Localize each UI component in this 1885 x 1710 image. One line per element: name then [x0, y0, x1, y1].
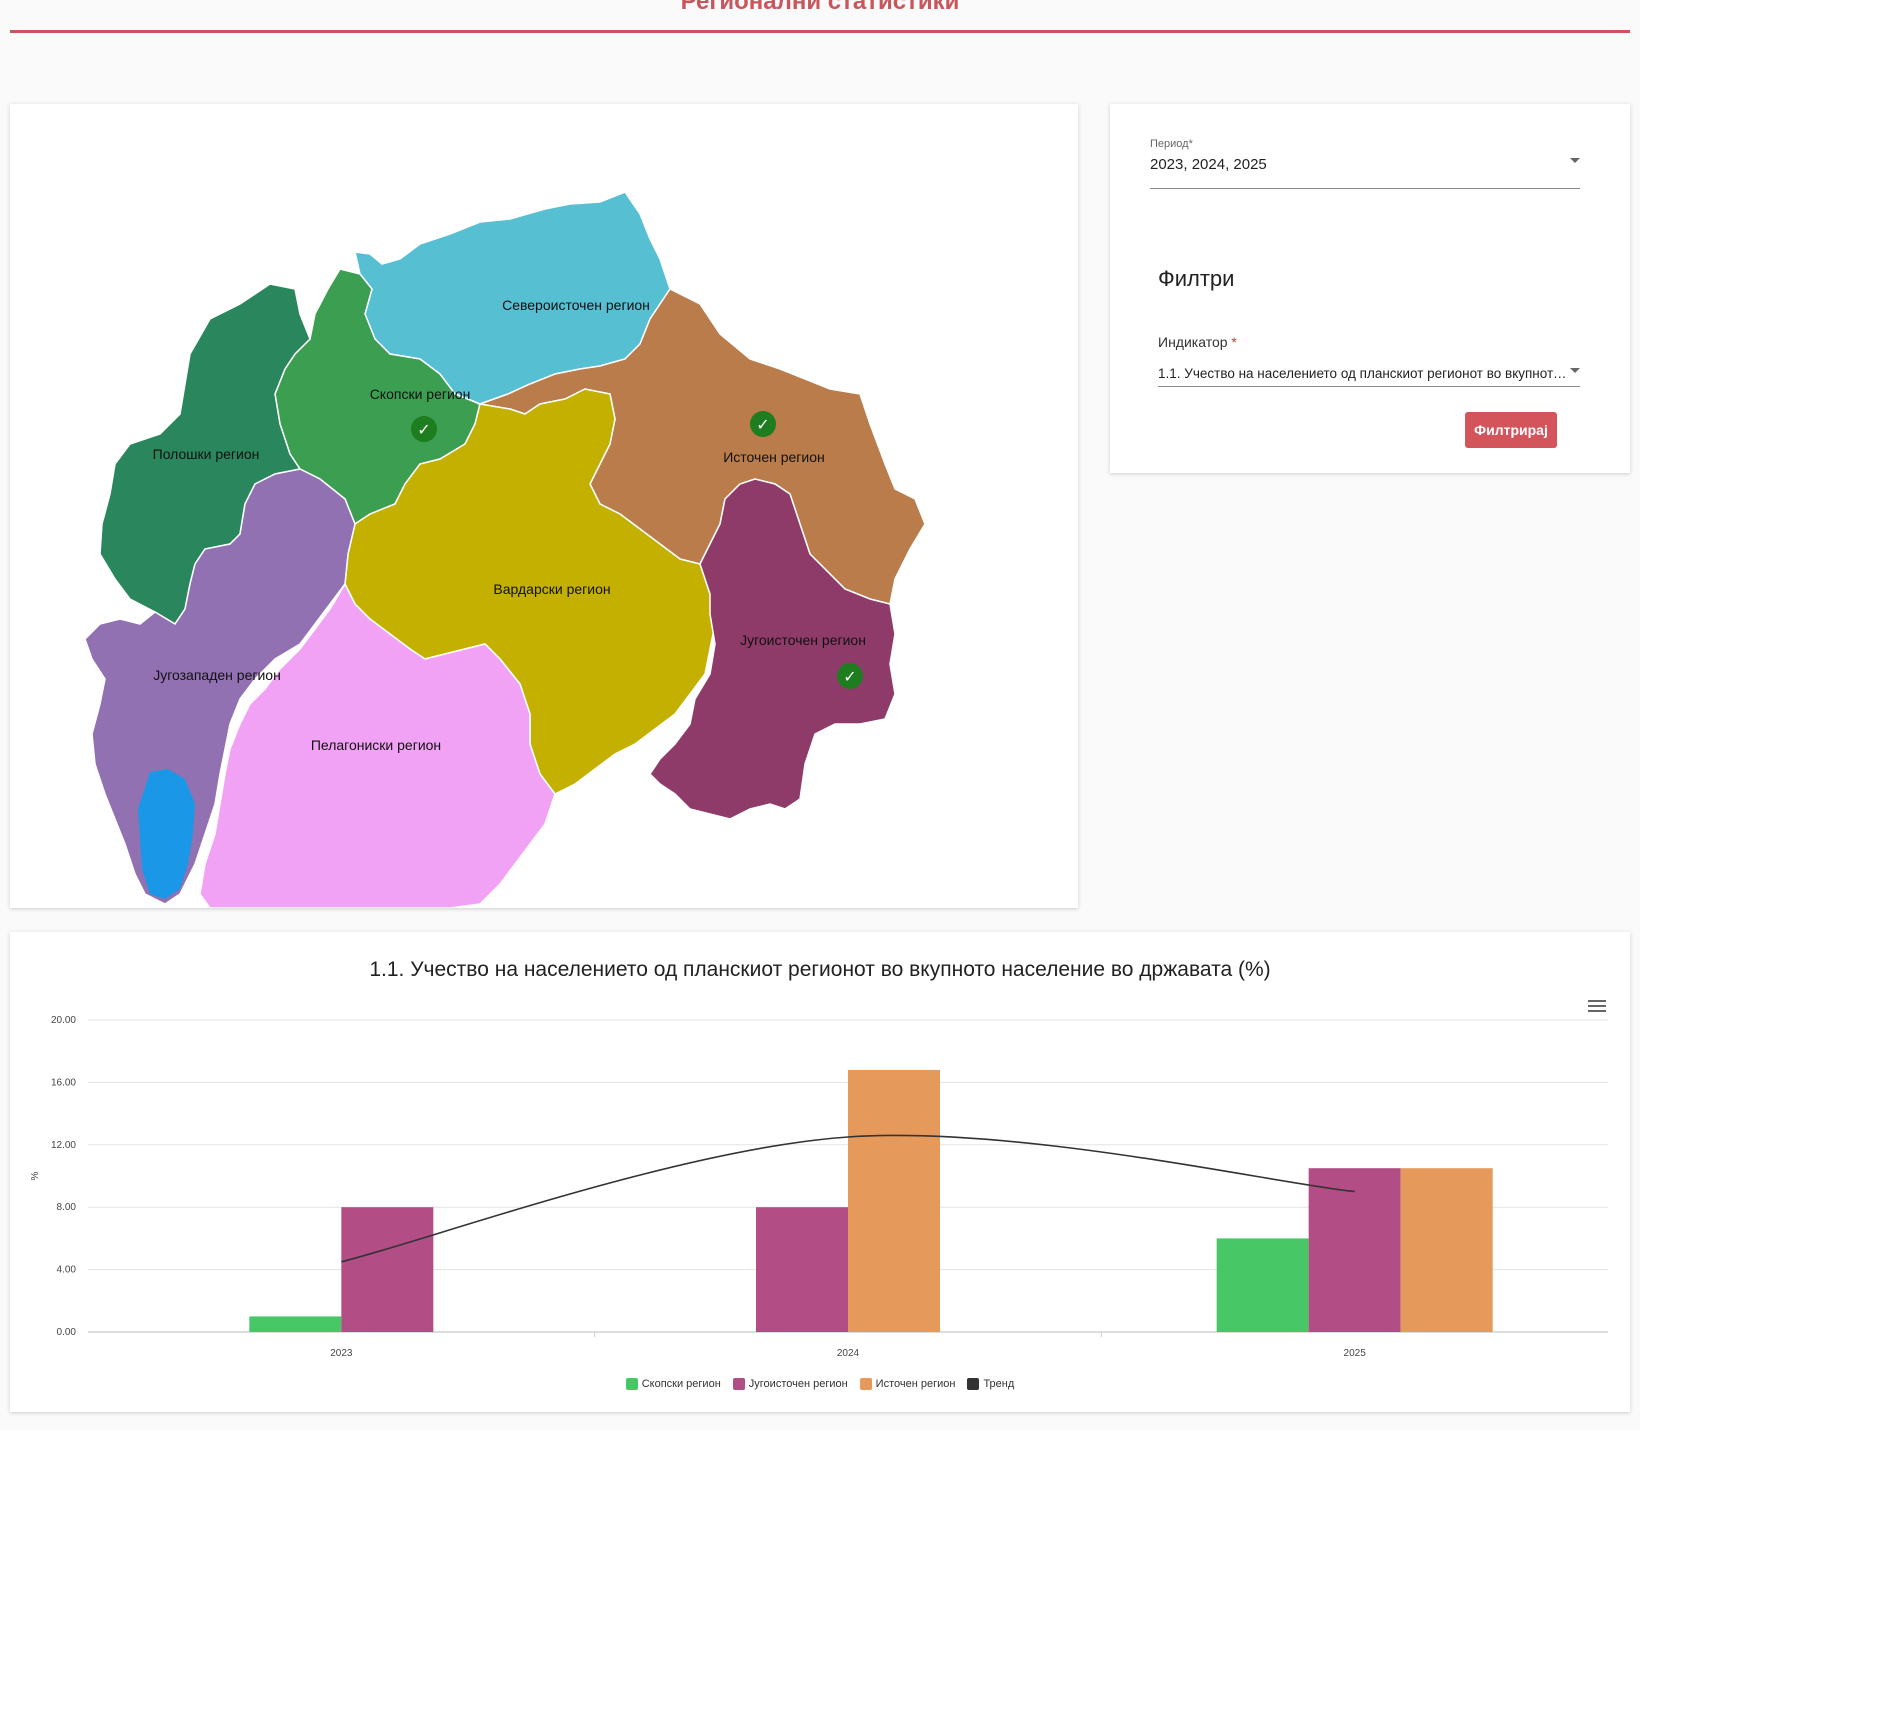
- legend-swatch: [967, 1378, 980, 1390]
- filter-card: Период* 2023, 2024, 2025 Филтри Индикато…: [1110, 104, 1630, 473]
- region-jugoistocen[interactable]: [649, 478, 896, 820]
- region-label-poloski: Полошки регион: [153, 446, 260, 462]
- period-label: Период*: [1150, 138, 1193, 150]
- y-tick-label: 4.00: [57, 1265, 77, 1276]
- y-tick-label: 16.00: [51, 1077, 76, 1088]
- trend-line: [341, 1134, 1355, 1263]
- lake-ohrid: [138, 769, 195, 899]
- y-tick-label: 12.00: [51, 1140, 76, 1151]
- region-map[interactable]: Североисточен регион Скопски регион Поло…: [10, 104, 1078, 908]
- chart-legend: Скопски регион Југоисточен регион Источен …: [10, 1378, 1630, 1390]
- y-tick-label: 0.00: [57, 1327, 77, 1338]
- x-tick-label: 2025: [1344, 1348, 1367, 1359]
- filter-button[interactable]: Филтрирај: [1465, 412, 1557, 448]
- region-label-istocen: Источен регион: [723, 449, 825, 465]
- region-label-skopski: Скопски регион: [370, 386, 471, 402]
- chevron-down-icon[interactable]: [1570, 368, 1580, 373]
- x-tick-label: 2024: [837, 1348, 860, 1359]
- page-title: Регионални статистики: [680, 0, 960, 15]
- page-header: Регионални статистики: [10, 0, 1630, 33]
- bar-2023-0: [249, 1316, 342, 1332]
- x-tick-label: 2023: [330, 1348, 353, 1359]
- y-tick-label: 8.00: [57, 1202, 77, 1213]
- map-card: Североисточен регион Скопски регион Поло…: [10, 104, 1078, 908]
- region-pelagoniski[interactable]: [199, 582, 556, 908]
- legend-label: Источен регион: [875, 1378, 956, 1390]
- chart-title: 1.1. Учество на населението од планскиот…: [369, 958, 1271, 981]
- check-icon-skopski: ✓: [411, 416, 437, 442]
- bar-2024-2: [848, 1069, 940, 1332]
- legend-swatch: [625, 1378, 638, 1390]
- legend-swatch: [859, 1378, 872, 1390]
- bar-2025-1: [1308, 1168, 1401, 1332]
- region-label-vardarski: Вардарски регион: [493, 581, 610, 597]
- svg-text:✓: ✓: [843, 667, 856, 686]
- chevron-down-icon[interactable]: [1570, 158, 1580, 163]
- indicator-select[interactable]: Индикатор * 1.1. Учество на населението …: [1158, 334, 1580, 387]
- legend-item[interactable]: Скопски регион: [625, 1378, 721, 1390]
- bar-2024-1: [756, 1207, 848, 1332]
- legend-item[interactable]: Тренд: [967, 1378, 1014, 1390]
- y-tick-label: 20.00: [51, 1015, 76, 1026]
- filters-heading: Филтри: [1158, 266, 1235, 291]
- indicator-label: Индикатор *: [1158, 334, 1237, 350]
- region-label-jugozapaden: Југозападен регион: [153, 667, 281, 683]
- chart-card: 1.1. Учество на населението од планскиот…: [10, 932, 1630, 1412]
- legend-swatch: [732, 1378, 745, 1390]
- region-label-pelagoniski: Пелагониски регион: [311, 737, 441, 753]
- legend-label: Тренд: [983, 1378, 1015, 1390]
- legend-label: Скопски регион: [641, 1378, 721, 1390]
- bar-2025-2: [1400, 1168, 1493, 1332]
- svg-text:✓: ✓: [417, 420, 430, 439]
- region-label-severoistocen: Североисточен регион: [502, 297, 650, 313]
- indicator-value: 1.1. Учество на населението од планскиот…: [1158, 366, 1568, 381]
- hamburger-menu-icon[interactable]: [1588, 1000, 1606, 1014]
- bar-chart: 0.00 4.00 8.00 12.00 16.00 20.00% 2023 2024 2025: [30, 1015, 1608, 1359]
- bar-2023-1: [341, 1207, 434, 1332]
- period-value: 2023, 2024, 2025: [1150, 156, 1267, 173]
- svg-text:✓: ✓: [756, 415, 769, 434]
- legend-item[interactable]: Југоисточен регион: [732, 1378, 848, 1390]
- check-icon-jugoistocen: ✓: [837, 663, 863, 689]
- period-select[interactable]: Период* 2023, 2024, 2025: [1150, 138, 1580, 189]
- bar-2025-0: [1216, 1238, 1309, 1332]
- legend-label: Југоисточен регион: [748, 1378, 848, 1390]
- y-axis-label: %: [30, 1171, 41, 1180]
- region-label-jugoistocen: Југоисточен регион: [740, 632, 866, 648]
- check-icon-istocen: ✓: [750, 411, 776, 437]
- legend-item[interactable]: Источен регион: [859, 1378, 956, 1390]
